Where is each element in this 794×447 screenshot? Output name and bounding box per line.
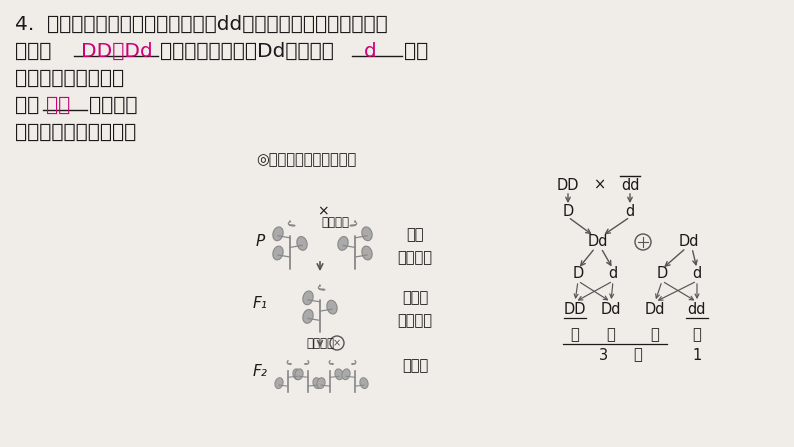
Text: ×: ×	[333, 338, 341, 348]
Text: 生殖细胞: 生殖细胞	[398, 313, 433, 329]
Text: F₂: F₂	[252, 364, 268, 380]
Text: F₁: F₁	[252, 296, 268, 312]
Text: 高: 高	[607, 328, 615, 342]
Text: 高: 高	[571, 328, 580, 342]
Text: d: d	[608, 266, 618, 282]
Text: 高: 高	[650, 328, 659, 342]
Ellipse shape	[335, 369, 343, 380]
Text: （自交）: （自交）	[306, 337, 334, 350]
Text: 生殖细胞: 生殖细胞	[398, 250, 433, 266]
Text: ：: ：	[634, 347, 642, 363]
Text: Dd: Dd	[588, 235, 608, 249]
Text: Dd: Dd	[645, 301, 665, 316]
Ellipse shape	[295, 369, 303, 380]
Text: 1: 1	[692, 347, 702, 363]
Text: DD、Dd: DD、Dd	[81, 42, 152, 61]
Text: 两种。基因组成是Dd时，虽然: 两种。基因组成是Dd时，虽然	[160, 42, 333, 61]
Text: 下去，影: 下去，影	[89, 96, 137, 115]
Ellipse shape	[342, 369, 350, 380]
Ellipse shape	[275, 378, 283, 388]
Text: dd: dd	[688, 301, 706, 316]
Text: 基因: 基因	[404, 42, 428, 61]
Text: d: d	[626, 203, 634, 219]
Text: 响下一代（如下图）。: 响下一代（如下图）。	[15, 123, 137, 142]
Text: D: D	[562, 203, 573, 219]
Text: ×: ×	[317, 204, 329, 218]
Text: dd: dd	[621, 177, 639, 193]
Text: 组成有: 组成有	[15, 42, 52, 61]
Text: 4.  若表现为隐性性状的基因组成为dd，则表现为显性性状的基因: 4. 若表现为隐性性状的基因组成为dd，则表现为显性性状的基因	[15, 15, 387, 34]
Text: 矮: 矮	[692, 328, 701, 342]
Text: P: P	[256, 233, 264, 249]
Ellipse shape	[303, 309, 313, 323]
Ellipse shape	[273, 227, 283, 240]
Ellipse shape	[303, 291, 313, 305]
Ellipse shape	[317, 378, 325, 388]
Text: 但会: 但会	[15, 96, 39, 115]
Text: d: d	[364, 42, 376, 61]
Ellipse shape	[293, 369, 301, 380]
Text: ◎孟德尔的豌豆杂交实验: ◎孟德尔的豌豆杂交实验	[256, 152, 357, 167]
Ellipse shape	[297, 236, 307, 250]
Text: 亲本: 亲本	[407, 228, 424, 243]
Ellipse shape	[327, 300, 337, 314]
Ellipse shape	[362, 227, 372, 240]
Ellipse shape	[273, 246, 283, 260]
Text: DD: DD	[564, 301, 586, 316]
Text: DD: DD	[557, 177, 580, 193]
Ellipse shape	[360, 378, 368, 388]
Text: Dd: Dd	[679, 235, 700, 249]
Text: （杂交）: （杂交）	[321, 216, 349, 229]
Text: ×: ×	[594, 177, 606, 193]
Text: D: D	[572, 266, 584, 282]
Text: Dd: Dd	[601, 301, 621, 316]
Text: 3: 3	[599, 347, 607, 363]
Ellipse shape	[337, 236, 348, 250]
Text: 控制的性状不表现，: 控制的性状不表现，	[15, 69, 124, 88]
Text: d: d	[692, 266, 702, 282]
Ellipse shape	[362, 246, 372, 260]
Ellipse shape	[313, 378, 321, 388]
Text: 子一代: 子一代	[402, 291, 428, 305]
Text: 子二代: 子二代	[402, 358, 428, 374]
Text: 遗传: 遗传	[46, 96, 70, 115]
Text: D: D	[657, 266, 668, 282]
